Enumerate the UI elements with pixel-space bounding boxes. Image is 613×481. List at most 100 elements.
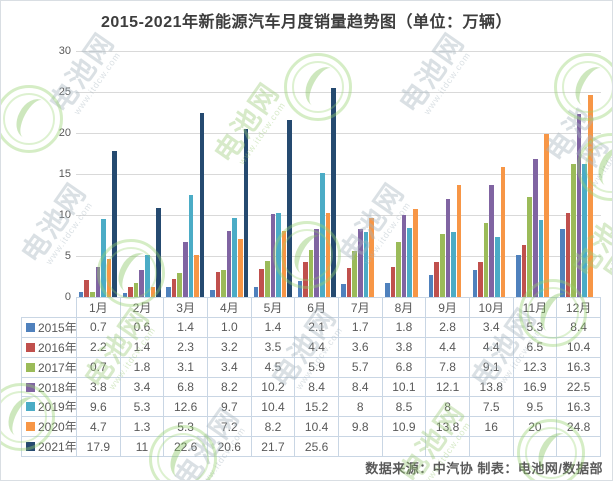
bar-2016年-11月	[521, 244, 527, 298]
bar-group-5月	[251, 52, 295, 298]
row-header-2019年: 2019年	[21, 396, 77, 418]
bar-group-4月	[207, 52, 251, 298]
cell-2017年-9月: 7.8	[425, 356, 470, 378]
cell-2018年-3月: 6.8	[163, 376, 208, 398]
cell-2016年-7月: 3.6	[337, 336, 383, 358]
cell-2016年-5月: 3.5	[250, 336, 296, 358]
cell-2017年-6月: 5.9	[294, 356, 339, 378]
cell-2021年-4月: 20.6	[206, 436, 252, 458]
bar-group-8月	[382, 52, 426, 298]
cell-2021年-6月: 25.6	[294, 436, 339, 458]
bar-2018年-5月	[270, 214, 276, 298]
bar-2018年-7月	[358, 229, 363, 298]
cell-2020年-8月: 10.9	[381, 416, 427, 438]
gridline-10	[76, 215, 601, 216]
cell-2020年-6月: 10.4	[294, 416, 339, 438]
month-header-7月: 7月	[337, 297, 383, 318]
bar-group-7月	[339, 52, 383, 298]
bar-2020年-10月	[500, 166, 506, 298]
cell-2017年-3月: 3.1	[163, 356, 208, 378]
bar-2020年-1月	[106, 259, 112, 298]
bar-2021年-5月	[287, 120, 292, 298]
cell-2015年-11月: 5.3	[512, 316, 558, 338]
row-header-2016年: 2016年	[21, 336, 77, 358]
cell-2018年-10月: 13.8	[468, 376, 514, 398]
row-header-2018年: 2018年	[21, 376, 77, 398]
bar-2017年-2月	[133, 283, 139, 298]
bar-2015年-5月	[253, 286, 259, 298]
plot-area	[76, 51, 601, 298]
cell-2017年-7月: 5.7	[337, 356, 383, 378]
cell-2021年-7月	[337, 436, 383, 458]
bar-2015年-10月	[472, 270, 478, 298]
month-header-row: 1月 2月 3月 4月 5月 6月 7月 8月 9月 10月 11月 12月	[22, 297, 601, 318]
bar-2015年-9月	[428, 275, 434, 298]
cell-2015年-2月: 0.6	[119, 316, 165, 338]
cell-2017年-2月: 1.8	[119, 356, 165, 378]
bar-group-12月	[557, 52, 601, 298]
bar-2020年-11月	[544, 134, 549, 298]
y-tick-20: 20	[58, 127, 71, 139]
bar-2016年-6月	[303, 261, 308, 298]
bar-2017年-4月	[221, 270, 226, 298]
bar-group-3月	[164, 52, 208, 298]
cell-2018年-2月: 3.4	[119, 376, 165, 398]
gridline-25	[76, 92, 601, 93]
bar-2016年-7月	[346, 268, 352, 298]
table-row-2020年: 2020年 4.7 1.3 5.3 7.2 8.2 10.4 9.8 10.9 13.8 16 20 2…	[21, 416, 601, 438]
bar-2018年-12月	[576, 113, 582, 298]
month-header-3月: 3月	[163, 297, 208, 318]
legend-label-2019年: 2019年	[38, 400, 77, 415]
cell-2016年-2月: 1.4	[119, 336, 165, 358]
cell-2020年-9月: 13.8	[425, 416, 470, 438]
legend-swatch-2015年	[26, 322, 35, 332]
cell-2015年-12月: 8.4	[556, 316, 601, 338]
gridline-15	[76, 174, 601, 175]
month-header-5月: 5月	[250, 297, 296, 318]
cell-2018年-6月: 8.4	[294, 376, 339, 398]
legend-swatch-2018年	[26, 382, 35, 392]
y-tick-30: 30	[58, 45, 71, 57]
cell-2019年-7月: 8	[337, 396, 383, 418]
bar-2021年-2月	[156, 207, 161, 298]
bar-2017年-9月	[439, 234, 445, 298]
month-header-2月: 2月	[119, 297, 165, 318]
bar-2015年-8月	[385, 283, 390, 298]
bar-group-1月	[76, 52, 120, 298]
cell-2017年-1月: 0.7	[76, 356, 121, 378]
cell-2018年-12月: 22.5	[556, 376, 601, 398]
cell-2020年-4月: 7.2	[206, 416, 252, 438]
data-table: 1月 2月 3月 4月 5月 6月 7月 8月 9月 10月 11月 12月 2015年 0.7 0.6 1.…	[21, 297, 601, 458]
bar-2015年-1月	[78, 292, 84, 298]
cell-2019年-10月: 7.5	[468, 396, 514, 418]
cell-2021年-5月: 21.7	[250, 436, 296, 458]
cell-2021年-1月: 17.9	[76, 436, 121, 458]
bar-2015年-6月	[297, 280, 303, 298]
row-header-2017年: 2017年	[21, 356, 77, 378]
cell-2018年-9月: 12.1	[425, 376, 470, 398]
cell-2019年-4月: 9.7	[206, 396, 252, 418]
cell-2021年-11月	[512, 436, 558, 458]
bar-2015年-7月	[341, 284, 346, 298]
bar-2020年-5月	[281, 230, 287, 298]
cell-2019年-3月: 12.6	[163, 396, 208, 418]
cell-2020年-12月: 24.8	[556, 416, 601, 438]
legend-label-2017年: 2017年	[38, 360, 77, 375]
data-source-note: 数据来源：中汽协 制表：电池网/数据部	[365, 461, 603, 476]
bar-2020年-9月	[456, 184, 462, 298]
bar-2016年-3月	[171, 279, 177, 298]
month-header-1月: 1月	[76, 297, 121, 318]
legend-swatch-2016年	[26, 342, 35, 352]
legend-swatch-2021年	[26, 442, 35, 452]
cell-2017年-4月: 3.4	[206, 356, 252, 378]
cell-2015年-3月: 1.4	[163, 316, 208, 338]
bar-2017年-12月	[571, 164, 576, 298]
bar-2017年-5月	[264, 261, 270, 298]
bar-2018年-6月	[314, 229, 319, 298]
cell-2015年-6月: 2.1	[294, 316, 339, 338]
bar-2021年-3月	[199, 112, 205, 298]
cell-2016年-4月: 3.2	[206, 336, 252, 358]
legend-label-2021年: 2021年	[38, 440, 77, 455]
y-tick-15: 15	[58, 168, 71, 180]
bar-2017年-6月	[308, 249, 314, 298]
